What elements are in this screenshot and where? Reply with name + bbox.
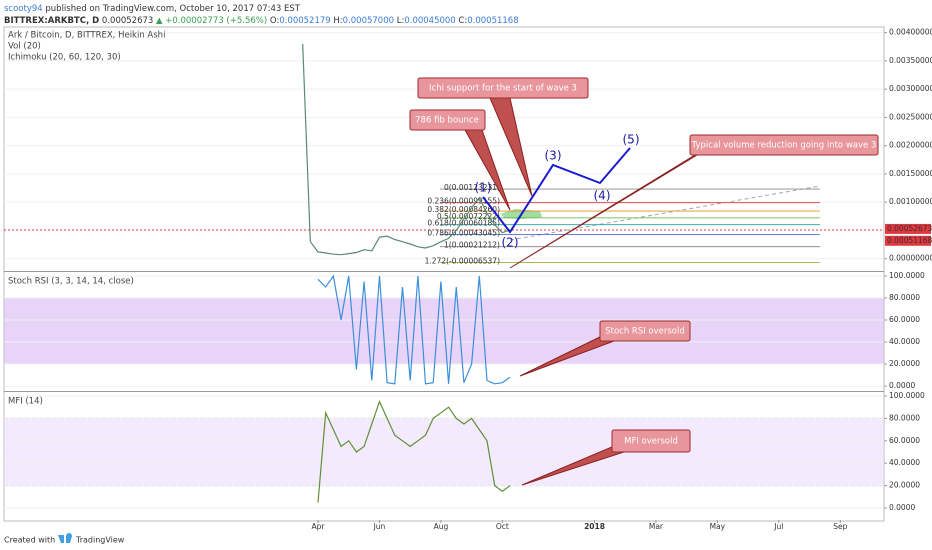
fib-label: 1.272(-0.00006537)	[425, 256, 500, 265]
y-tick-label: 0.00250000	[889, 112, 932, 121]
callout	[689, 134, 879, 156]
y-tick-label: 80.0000	[889, 413, 920, 422]
y-tick-label: 40.0000	[889, 337, 920, 346]
c: 0.00051168	[467, 16, 518, 26]
callout-text: Typical volume reduction going into wave…	[691, 141, 877, 151]
x-tick-label: Oct	[496, 522, 509, 531]
pane-title: Stoch RSI (3, 3, 14, 14, close)	[8, 277, 134, 287]
change: ▲ +0.00002773 (+5.56%)	[156, 16, 267, 26]
fib-label: 0.382(0.00084260)	[427, 205, 500, 214]
y-tick-label: 0.00000000	[889, 254, 932, 263]
callout	[417, 77, 589, 99]
x-tick-label: Aug	[434, 522, 449, 531]
fib-label: 1(0.00021212)	[444, 241, 500, 250]
x-tick-label: May	[710, 522, 726, 531]
callout	[611, 429, 691, 453]
y-tick-label: 40.0000	[889, 458, 920, 467]
wave-label: (1)	[475, 181, 492, 195]
band	[4, 418, 884, 486]
price-tag	[885, 223, 931, 234]
x-tick-label: Jul	[773, 522, 783, 531]
fib-label: 0.236(0.00099155)	[427, 197, 500, 206]
wave-label: (2)	[502, 236, 519, 250]
x-tick-label: Apr	[312, 522, 326, 531]
callout	[409, 109, 486, 131]
y-tick-label: 0.00350000	[889, 56, 932, 65]
plot: 0.00000000 0.00100000 0.00150000 0.00200000…	[3, 26, 932, 531]
y-tick-label: 20.0000	[889, 359, 920, 368]
wave-label: (3)	[545, 149, 562, 163]
h-label: H:	[333, 16, 342, 26]
price-tag-label: 0.00051168	[887, 236, 932, 245]
price-tag	[885, 235, 931, 246]
pane-legend: Vol (20)	[8, 42, 41, 52]
x-tick-label: 2018	[584, 522, 605, 531]
fib-label: 0(0.00123231)	[444, 183, 500, 192]
y-tick-label: 0.0000	[889, 381, 915, 390]
series-line	[317, 399, 511, 503]
y-tick-label: 0.00300000	[889, 84, 932, 93]
o: 0.00052179	[279, 16, 330, 26]
x-tick-label: Sep	[833, 522, 847, 531]
pane-title: Ark / Bitcoin, D, BITTREX, Heikin Ashi	[8, 31, 165, 41]
price-tag-label: 0.00052673	[887, 224, 932, 233]
last: 0.00052673	[102, 16, 153, 26]
y-tick-label: 80.0000	[889, 293, 920, 302]
y-tick-label: 60.0000	[889, 315, 920, 324]
overlay: (1) (2) (3) (4) (5) Ichi support for the…	[409, 77, 879, 486]
pane-legend: Ichimoku (20, 60, 120, 30)	[8, 53, 121, 63]
frame	[3, 26, 885, 522]
fib-label: 0.5(0.00072222)	[437, 212, 500, 221]
y-tick-label: 100.0000	[889, 271, 925, 280]
wave-label: (4)	[594, 189, 611, 203]
band	[4, 297, 884, 365]
callout-text: 786 fib bounce	[415, 116, 479, 126]
logo	[58, 533, 72, 543]
y-tick-label: 100.0000	[889, 391, 925, 400]
y-tick-label: 0.00100000	[889, 197, 932, 206]
y-tick-label: 0.00400000	[889, 28, 932, 37]
wave-label: (5)	[623, 133, 640, 147]
y-tick-label: 0.00200000	[889, 141, 932, 150]
wave-path	[482, 147, 631, 234]
series-line	[302, 43, 511, 256]
x-tick-label: Mar	[649, 522, 664, 531]
series-line	[317, 274, 511, 385]
callout-text: Ichi support for the start of wave 3	[429, 84, 577, 94]
callout-text: MFI oversold	[624, 437, 678, 447]
h: 0.00057000	[343, 16, 394, 26]
c-label: C:	[458, 16, 467, 26]
footer-created: Created with	[4, 536, 55, 545]
callout-text: Stoch RSI oversold	[605, 327, 685, 337]
y-tick-label: 20.0000	[889, 481, 920, 490]
y-tick-label: 60.0000	[889, 436, 920, 445]
y-tick-label: 0.00150000	[889, 169, 932, 178]
pane-title: MFI (14)	[8, 397, 43, 407]
fib-label: 0.786(0.00043045)	[427, 228, 500, 237]
l: 0.00045000	[404, 16, 455, 26]
y-tick-label: 0.0000	[889, 503, 915, 512]
fib-label: 0.618(0.00060185)	[427, 219, 500, 228]
o-label: O:	[270, 16, 279, 26]
callout	[599, 320, 691, 342]
footer-brand[interactable]: TradingView	[75, 536, 125, 545]
l-label: L:	[397, 16, 405, 26]
published: published on TradingView.com, October 10…	[45, 4, 300, 14]
symbol-line: BITTREX:ARKBTC, D 0.00052673 ▲ +0.000027…	[4, 16, 519, 26]
trend-line	[509, 185, 821, 241]
x-tick-label: Jun	[373, 522, 386, 531]
user[interactable]: scooty94	[4, 4, 43, 14]
header-line: scooty94 published on TradingView.com, O…	[4, 4, 301, 14]
symbol: BITTREX:ARKBTC, D	[4, 16, 99, 26]
